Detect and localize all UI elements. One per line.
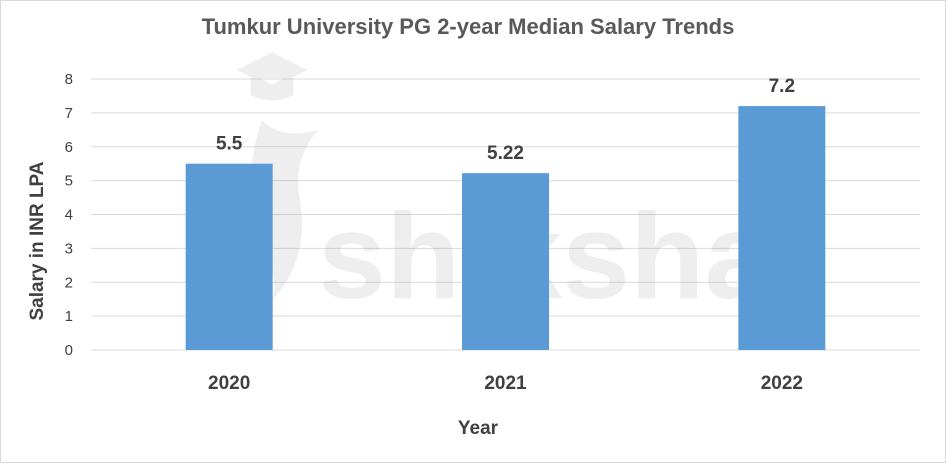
y-tick-label: 6 (65, 139, 73, 156)
x-tick-label: 2021 (484, 373, 527, 394)
y-tick-label: 1 (65, 308, 73, 325)
bar-2021 (462, 173, 549, 350)
y-axis-ticks: 0 1 2 3 4 5 6 7 8 (65, 71, 73, 359)
y-tick-label: 2 (65, 274, 73, 291)
data-label: 7.2 (769, 76, 795, 97)
bar-2022 (738, 106, 826, 350)
y-tick-label: 4 (65, 207, 73, 224)
graduation-cap-icon (236, 52, 308, 101)
y-tick-label: 5 (65, 173, 73, 190)
x-tick-label: 2020 (208, 373, 250, 394)
y-tick-label: 8 (65, 71, 73, 88)
x-tick-label: 2022 (761, 373, 803, 394)
chart-title: Tumkur University PG 2-year Median Salar… (202, 14, 735, 39)
data-labels: 5.5 5.22 7.2 (216, 76, 795, 164)
y-axis-label: Salary in INR LPA (27, 161, 48, 320)
y-tick-label: 7 (65, 105, 73, 122)
bars (185, 106, 826, 350)
data-label: 5.5 (216, 134, 243, 155)
data-label: 5.22 (487, 143, 524, 164)
x-axis-ticks: 2020 2021 2022 (208, 373, 803, 394)
bar-2020 (185, 163, 273, 350)
y-tick-label: 0 (65, 342, 73, 359)
y-tick-label: 3 (65, 240, 73, 257)
x-axis-label: Year (458, 418, 499, 439)
